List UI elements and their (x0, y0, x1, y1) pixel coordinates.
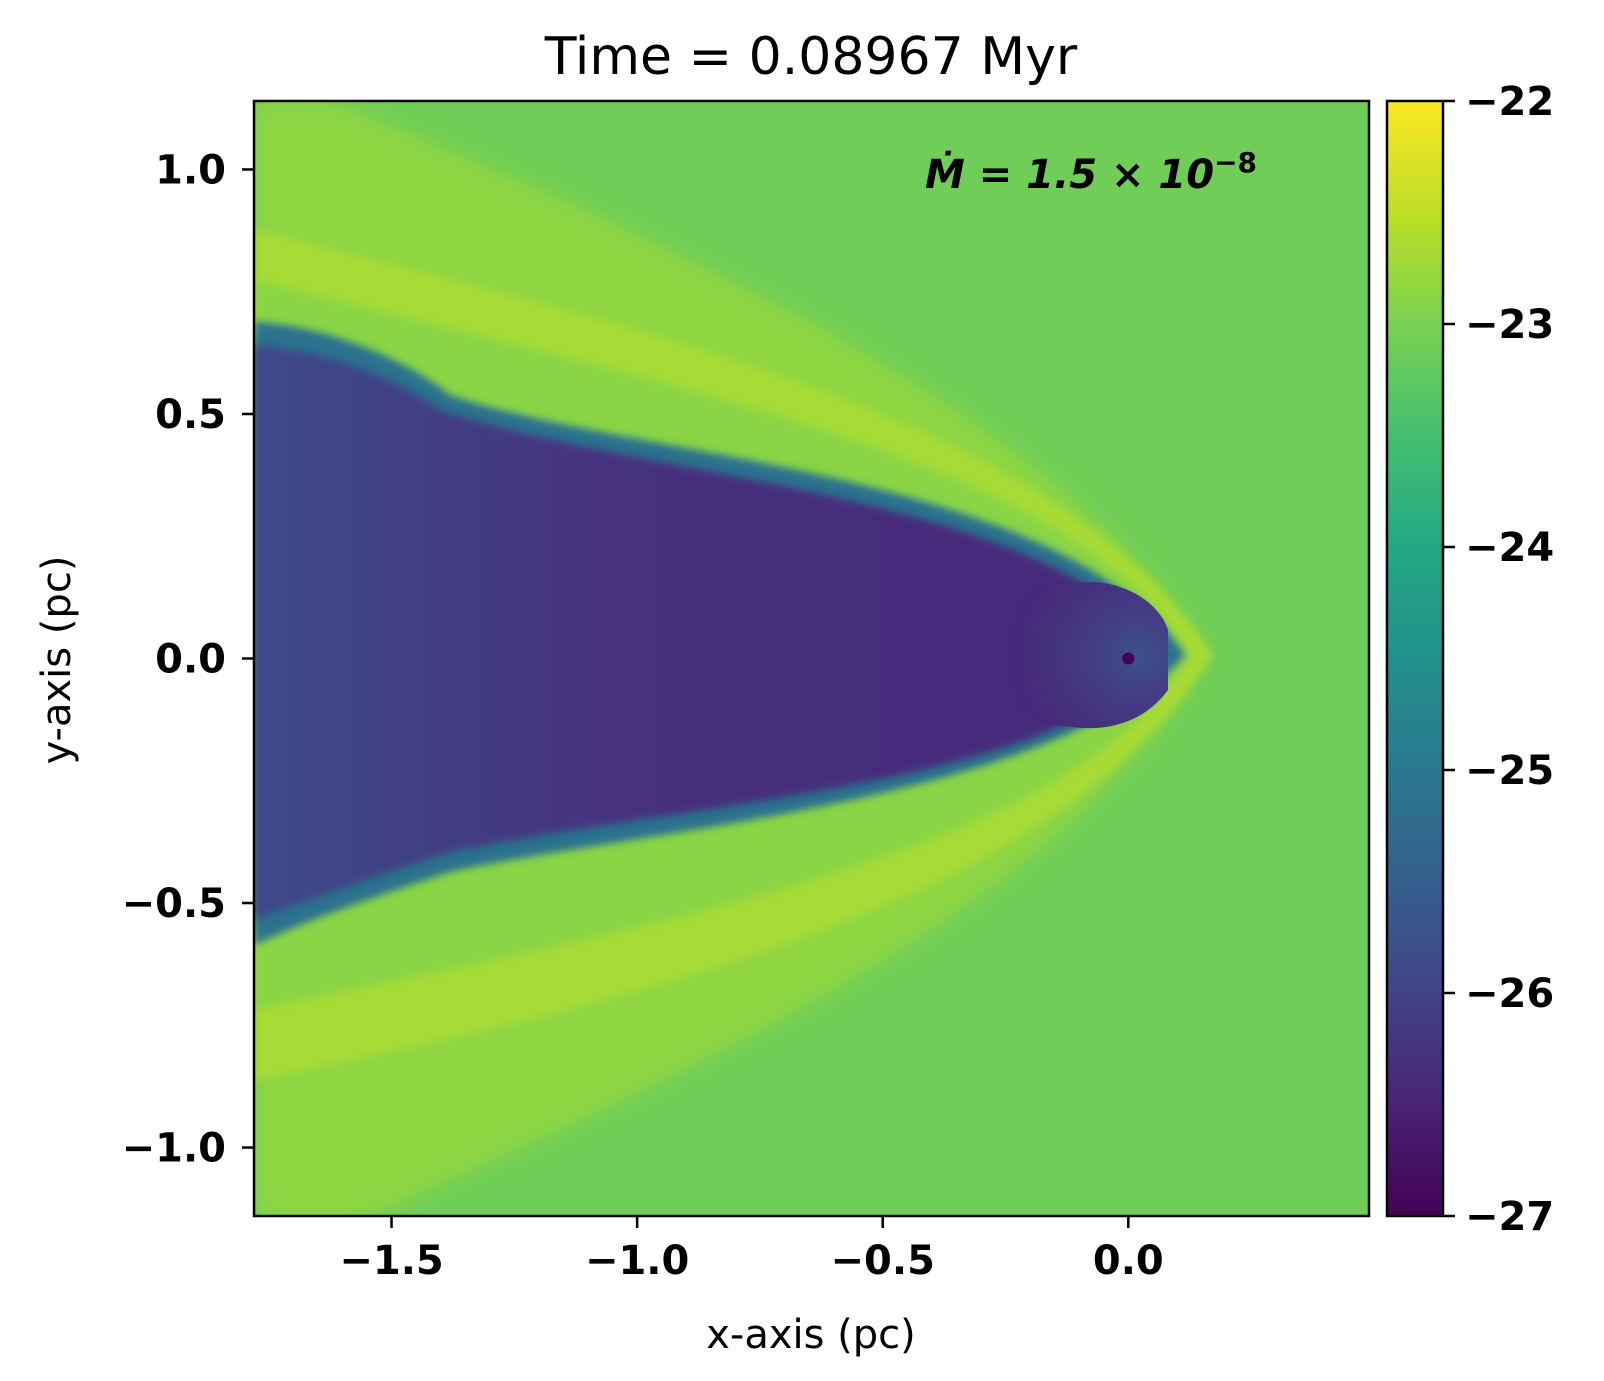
y-tick-label: 0.0 (155, 637, 226, 683)
y-tick-label: −1.0 (122, 1126, 226, 1172)
colorbar-gradient (1385, 99, 1445, 1218)
cbar-tick-label: −22 (1465, 79, 1554, 125)
cbar-tick-label: −26 (1465, 971, 1554, 1017)
x-tick-label: −1.5 (339, 1238, 443, 1284)
annotation-exponent: −8 (1214, 146, 1257, 179)
mass-loss-annotation: Ṁ = 1.5 × 10−8 (925, 146, 1257, 198)
x-tick-label: −0.5 (831, 1238, 935, 1284)
cbar-tick-label: −23 (1465, 302, 1554, 348)
y-axis-title: y-axis (pc) (34, 556, 80, 765)
heatmap (254, 101, 1369, 1216)
plot-title: Time = 0.08967 Myr (544, 27, 1078, 87)
x-tick-label: 0.0 (1093, 1238, 1164, 1284)
cbar-tick-label: −25 (1465, 748, 1554, 794)
cbar-tick-label: −27 (1465, 1194, 1554, 1240)
annotation-text: Ṁ = 1.5 × 10 (925, 150, 1214, 198)
y-tick-label: 0.5 (155, 392, 226, 438)
star-marker (1122, 652, 1135, 665)
wind-bubble (1006, 582, 1168, 729)
x-axis: −1.5 −1.0 −0.5 0.0 x-axis (pc) (339, 1216, 1164, 1358)
wake-tail (254, 345, 1162, 920)
cbar-tick-label: −24 (1465, 525, 1554, 571)
x-axis-title: x-axis (pc) (706, 1312, 916, 1358)
y-tick-label: 1.0 (155, 147, 226, 193)
y-axis: 1.0 0.5 0.0 −0.5 −1.0 y-axis (pc) (34, 147, 254, 1172)
x-tick-label: −1.0 (585, 1238, 689, 1284)
y-tick-label: −0.5 (122, 881, 226, 927)
colorbar: −22 −23 −24 −25 −26 −27 (1385, 79, 1554, 1240)
